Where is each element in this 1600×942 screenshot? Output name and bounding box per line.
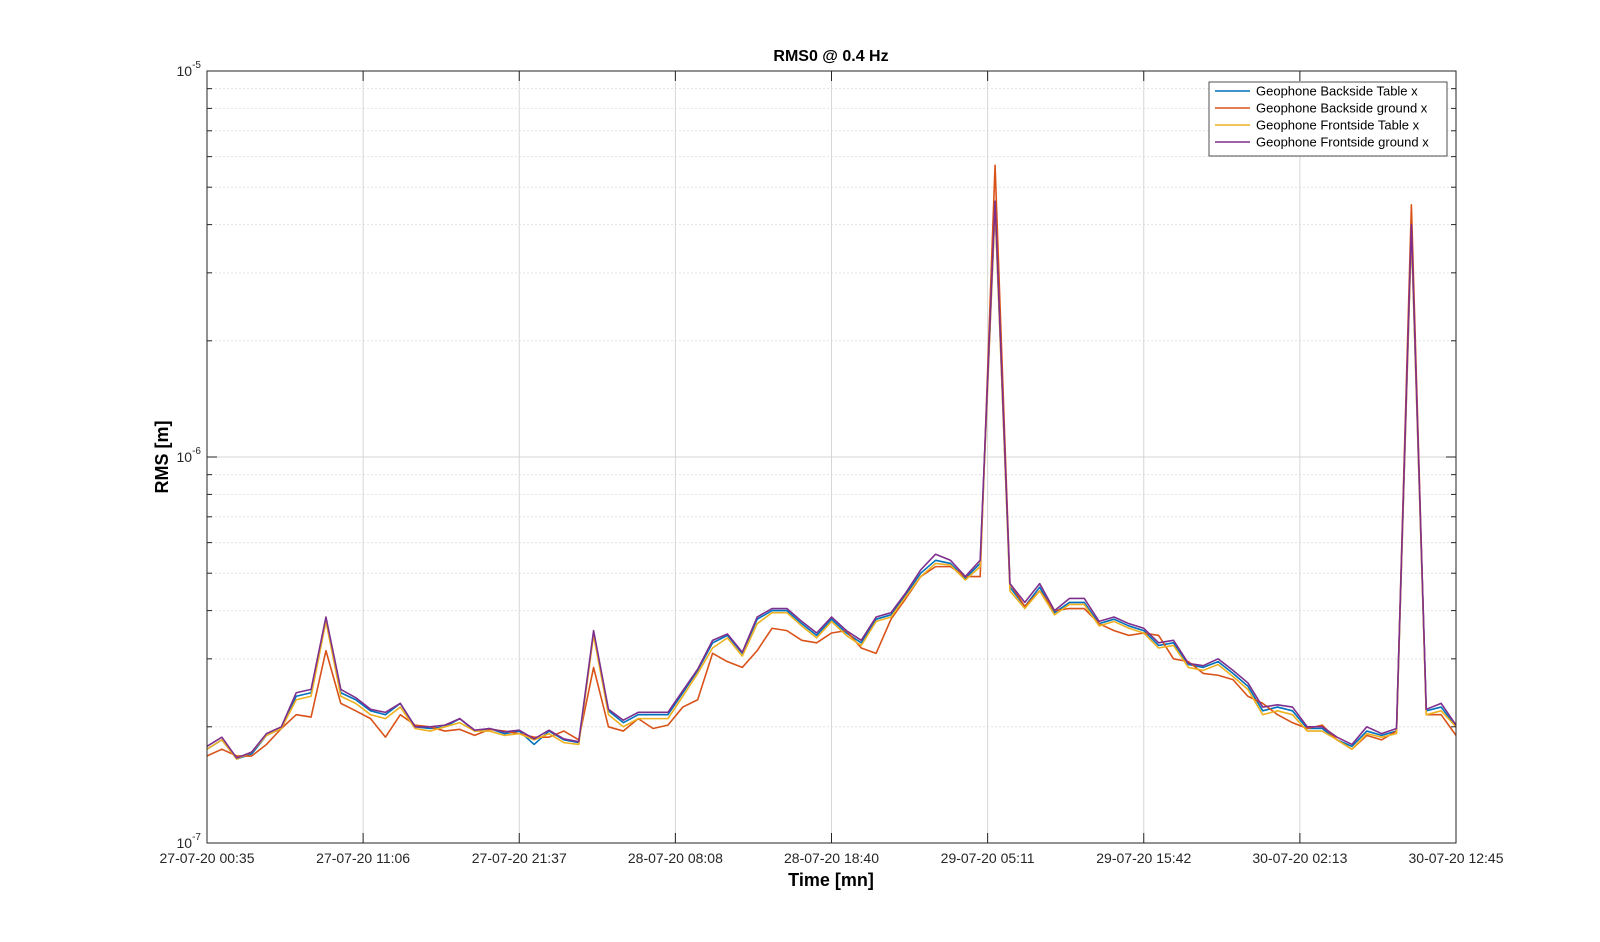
series-line-2: [206, 164, 1457, 757]
grid-lines: [207, 71, 1456, 843]
x-tick-label: 28-07-20 08:08: [628, 850, 723, 866]
series-layer: [206, 164, 1457, 760]
series-line-3: [206, 207, 1457, 760]
x-tick-label: 27-07-20 21:37: [472, 850, 567, 866]
legend: Geophone Backside Table x Geophone Backsi…: [1208, 81, 1448, 157]
y-tick-labels: 10-7 10-6 10-5: [177, 60, 202, 851]
x-tick-label: 30-07-20 02:13: [1252, 850, 1347, 866]
legend-entry: Geophone Frontside Table x: [1256, 118, 1420, 133]
x-tick-label: 29-07-20 05:11: [941, 850, 1035, 866]
chart-title: RMS0 @ 0.4 Hz: [773, 48, 888, 65]
legend-box: [1208, 81, 1448, 157]
axis-ticks: [206, 70, 1457, 844]
x-tick-label: 28-07-20 18:40: [784, 850, 879, 866]
legend-entry: Geophone Backside Table x: [1256, 84, 1418, 99]
x-tick-labels: 27-07-20 00:35 27-07-20 11:06 27-07-20 21:…: [160, 850, 1504, 866]
x-tick-label: 27-07-20 00:35: [160, 850, 255, 866]
x-tick-label: 27-07-20 11:06: [316, 850, 410, 866]
y-tick-exponent: -6: [192, 446, 201, 457]
y-tick-label: 10-5: [177, 60, 202, 79]
y-tick-label: 10-6: [177, 446, 202, 465]
x-tick-label: 29-07-20 15:42: [1096, 850, 1191, 866]
x-axis-label: Time [mn]: [788, 870, 874, 890]
y-tick-exponent: -7: [192, 832, 201, 843]
legend-entry: Geophone Backside ground x: [1256, 101, 1428, 116]
y-tick-label: 10-7: [177, 832, 202, 851]
legend-entry: Geophone Frontside ground x: [1256, 135, 1429, 150]
x-tick-label: 30-07-20 12:45: [1409, 850, 1504, 866]
series-line-4: [206, 200, 1457, 759]
y-tick-exponent: -5: [192, 60, 201, 71]
y-axis-label: RMS [m]: [152, 421, 172, 494]
